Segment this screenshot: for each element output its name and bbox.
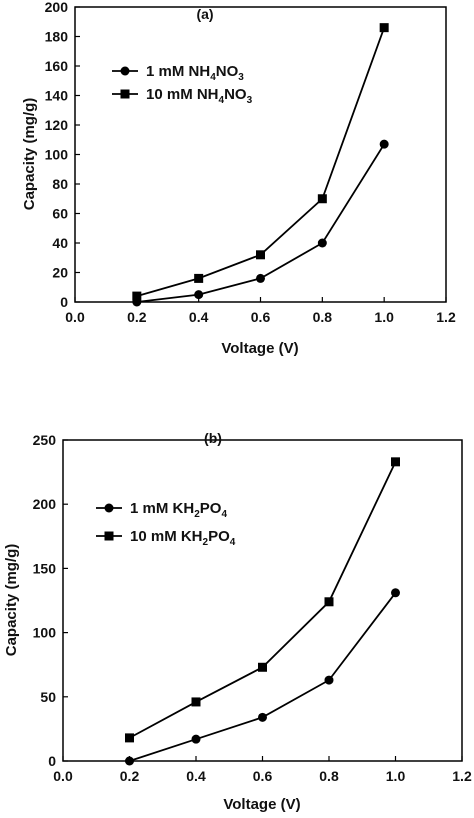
data-point-a-1 [317, 238, 327, 248]
x-tick-label-a: 1.0 [374, 309, 394, 325]
y-tick-label-a: 40 [52, 235, 68, 251]
x-tick-label-a: 0.0 [65, 309, 85, 325]
y-tick-label-a: 80 [52, 176, 68, 192]
data-point-b-2 [391, 457, 400, 467]
panel-label-b: (b) [204, 430, 222, 446]
y-tick-label-b: 100 [33, 625, 57, 641]
y-tick-label-b: 0 [48, 753, 56, 769]
legend-a: 1 mM NH4NO3 10 mM NH4NO3 [112, 63, 253, 106]
data-point-b-1 [391, 588, 400, 598]
x-tick-label-b: 0.2 [120, 768, 140, 784]
legend-label-b-1: 1 mM KH2PO4 [130, 500, 227, 520]
legend-marker-a-2 [120, 89, 130, 99]
x-axis-title-b: Voltage (V) [223, 796, 300, 813]
data-point-a-2 [379, 23, 389, 33]
data-point-a-2 [132, 291, 142, 301]
data-point-a-1 [194, 290, 204, 300]
data-point-a-2 [256, 250, 265, 260]
legend-marker-b-1 [104, 503, 114, 513]
panel-label-a: (a) [196, 6, 213, 22]
y-tick-label-a: 160 [45, 58, 69, 74]
data-point-b-1 [324, 675, 334, 685]
x-tick-label-b: 0.0 [53, 768, 73, 784]
x-tick-label-a: 0.8 [313, 309, 333, 325]
y-tick-label-b: 150 [33, 560, 57, 576]
y-tick-label-a: 140 [45, 88, 69, 104]
y-axis-title-b: Capacity (mg/g) [3, 544, 20, 657]
y-tick-label-b: 50 [40, 689, 56, 705]
data-point-a-1 [256, 273, 265, 283]
data-point-b-1 [125, 756, 134, 766]
data-point-a-1 [379, 139, 389, 149]
data-point-b-1 [191, 734, 201, 744]
y-tick-label-a: 20 [52, 265, 68, 281]
data-point-b-2 [191, 697, 201, 707]
y-tick-label-a: 0 [60, 294, 68, 310]
x-tick-label-b: 0.4 [186, 768, 206, 784]
y-tick-label-b: 200 [33, 496, 57, 512]
data-point-b-2 [125, 733, 134, 743]
x-tick-label-a: 1.2 [436, 309, 456, 325]
data-point-b-1 [258, 712, 267, 722]
y-tick-label-b: 250 [33, 432, 57, 448]
data-point-a-2 [317, 194, 327, 204]
legend-marker-a-1 [120, 66, 130, 76]
legend-label-a-1: 1 mM NH4NO3 [146, 63, 244, 83]
y-tick-label-a: 200 [45, 0, 69, 15]
y-axis-title-a: Capacity (mg/g) [21, 98, 38, 211]
x-tick-label-b: 0.6 [253, 768, 273, 784]
x-axis-title-a: Voltage (V) [221, 340, 298, 357]
series-line-b-1 [129, 592, 397, 762]
legend-label-b-2: 10 mM KH2PO4 [130, 528, 236, 548]
x-tick-label-a: 0.2 [127, 309, 147, 325]
x-tick-label-b: 1.2 [452, 768, 472, 784]
legend-marker-b-2 [104, 531, 114, 541]
y-tick-label-a: 180 [45, 29, 69, 45]
x-tick-label-a: 0.4 [189, 309, 209, 325]
y-tick-label-a: 60 [52, 206, 68, 222]
data-point-b-2 [258, 662, 267, 672]
x-tick-label-b: 1.0 [386, 768, 406, 784]
legend-label-a-2: 10 mM NH4NO3 [146, 86, 253, 106]
y-tick-label-a: 100 [45, 147, 69, 163]
panel-a: (a) Voltage (V) Capacity (mg/g) 1 mM NH4… [21, 0, 456, 357]
panel-b: (b) Voltage (V) Capacity (mg/g) 1 mM KH2… [3, 430, 472, 813]
y-tick-label-a: 120 [45, 117, 69, 133]
x-tick-label-a: 0.6 [251, 309, 271, 325]
data-point-b-2 [324, 597, 334, 607]
legend-b: 1 mM KH2PO4 10 mM KH2PO4 [96, 500, 236, 548]
x-tick-label-b: 0.8 [319, 768, 339, 784]
data-point-a-2 [194, 273, 204, 283]
